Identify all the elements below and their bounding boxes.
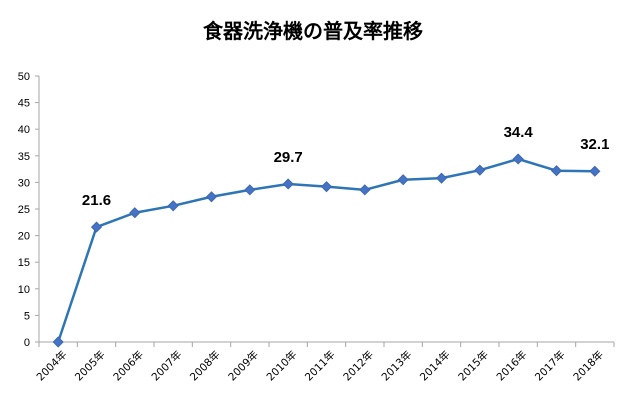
data-point	[589, 165, 601, 177]
y-tick-label: 5	[24, 310, 30, 322]
data-label: 29.7	[274, 149, 303, 166]
y-tick-label: 35	[18, 151, 30, 163]
y-tick-label: 10	[18, 284, 30, 296]
data-point	[167, 200, 179, 212]
y-tick-label: 0	[24, 337, 30, 349]
data-point	[244, 184, 256, 196]
data-point	[282, 178, 294, 190]
x-tick-label: 2016年	[494, 348, 530, 384]
x-tick-label: 2009年	[226, 348, 262, 384]
data-labels: 21.6 29.7 34.4 32.1	[82, 124, 610, 209]
axes: 0 5 10 15 20 25 30 35 40 45 50 2004年 2005年 2006年 2007年…	[18, 71, 615, 384]
x-tick-label: 2014年	[417, 348, 453, 384]
x-tick-label: 2005年	[72, 348, 108, 384]
x-tick-label: 2004年	[34, 348, 70, 384]
data-point	[397, 174, 409, 186]
y-tick-label: 15	[18, 257, 30, 269]
x-tick-label: 2008年	[187, 348, 223, 384]
data-point	[52, 336, 64, 348]
data-point	[90, 221, 103, 233]
y-tick-label: 40	[18, 124, 30, 136]
x-tick-label: 2007年	[149, 348, 185, 384]
y-tick-label: 20	[18, 231, 30, 243]
x-tick-label: 2012年	[341, 348, 377, 384]
x-tick-label: 2015年	[456, 348, 492, 384]
data-point	[512, 153, 524, 165]
y-tick-label: 30	[18, 177, 30, 189]
data-label: 21.6	[82, 192, 111, 209]
data-label: 32.1	[580, 136, 609, 153]
x-tick-label: 2018年	[571, 348, 607, 384]
x-tick-label: 2010年	[264, 348, 300, 384]
data-label: 34.4	[504, 124, 534, 141]
y-tick-label: 50	[18, 71, 30, 83]
chart-title: 食器洗浄機の普及率推移	[203, 19, 423, 43]
y-tick-label: 45	[18, 98, 30, 110]
data-point	[550, 165, 563, 177]
data-point	[320, 181, 333, 193]
data-point	[129, 207, 141, 219]
x-tick-label: 2013年	[379, 348, 415, 384]
y-tick-label: 25	[18, 204, 30, 216]
x-tick-label: 2017年	[532, 348, 568, 384]
data-point	[474, 164, 486, 176]
data-point	[205, 191, 218, 203]
data-point	[435, 172, 448, 184]
x-tick-label: 2006年	[111, 348, 147, 384]
data-point	[359, 184, 371, 196]
x-tick-label: 2011年	[302, 348, 338, 384]
series-1	[52, 153, 601, 348]
